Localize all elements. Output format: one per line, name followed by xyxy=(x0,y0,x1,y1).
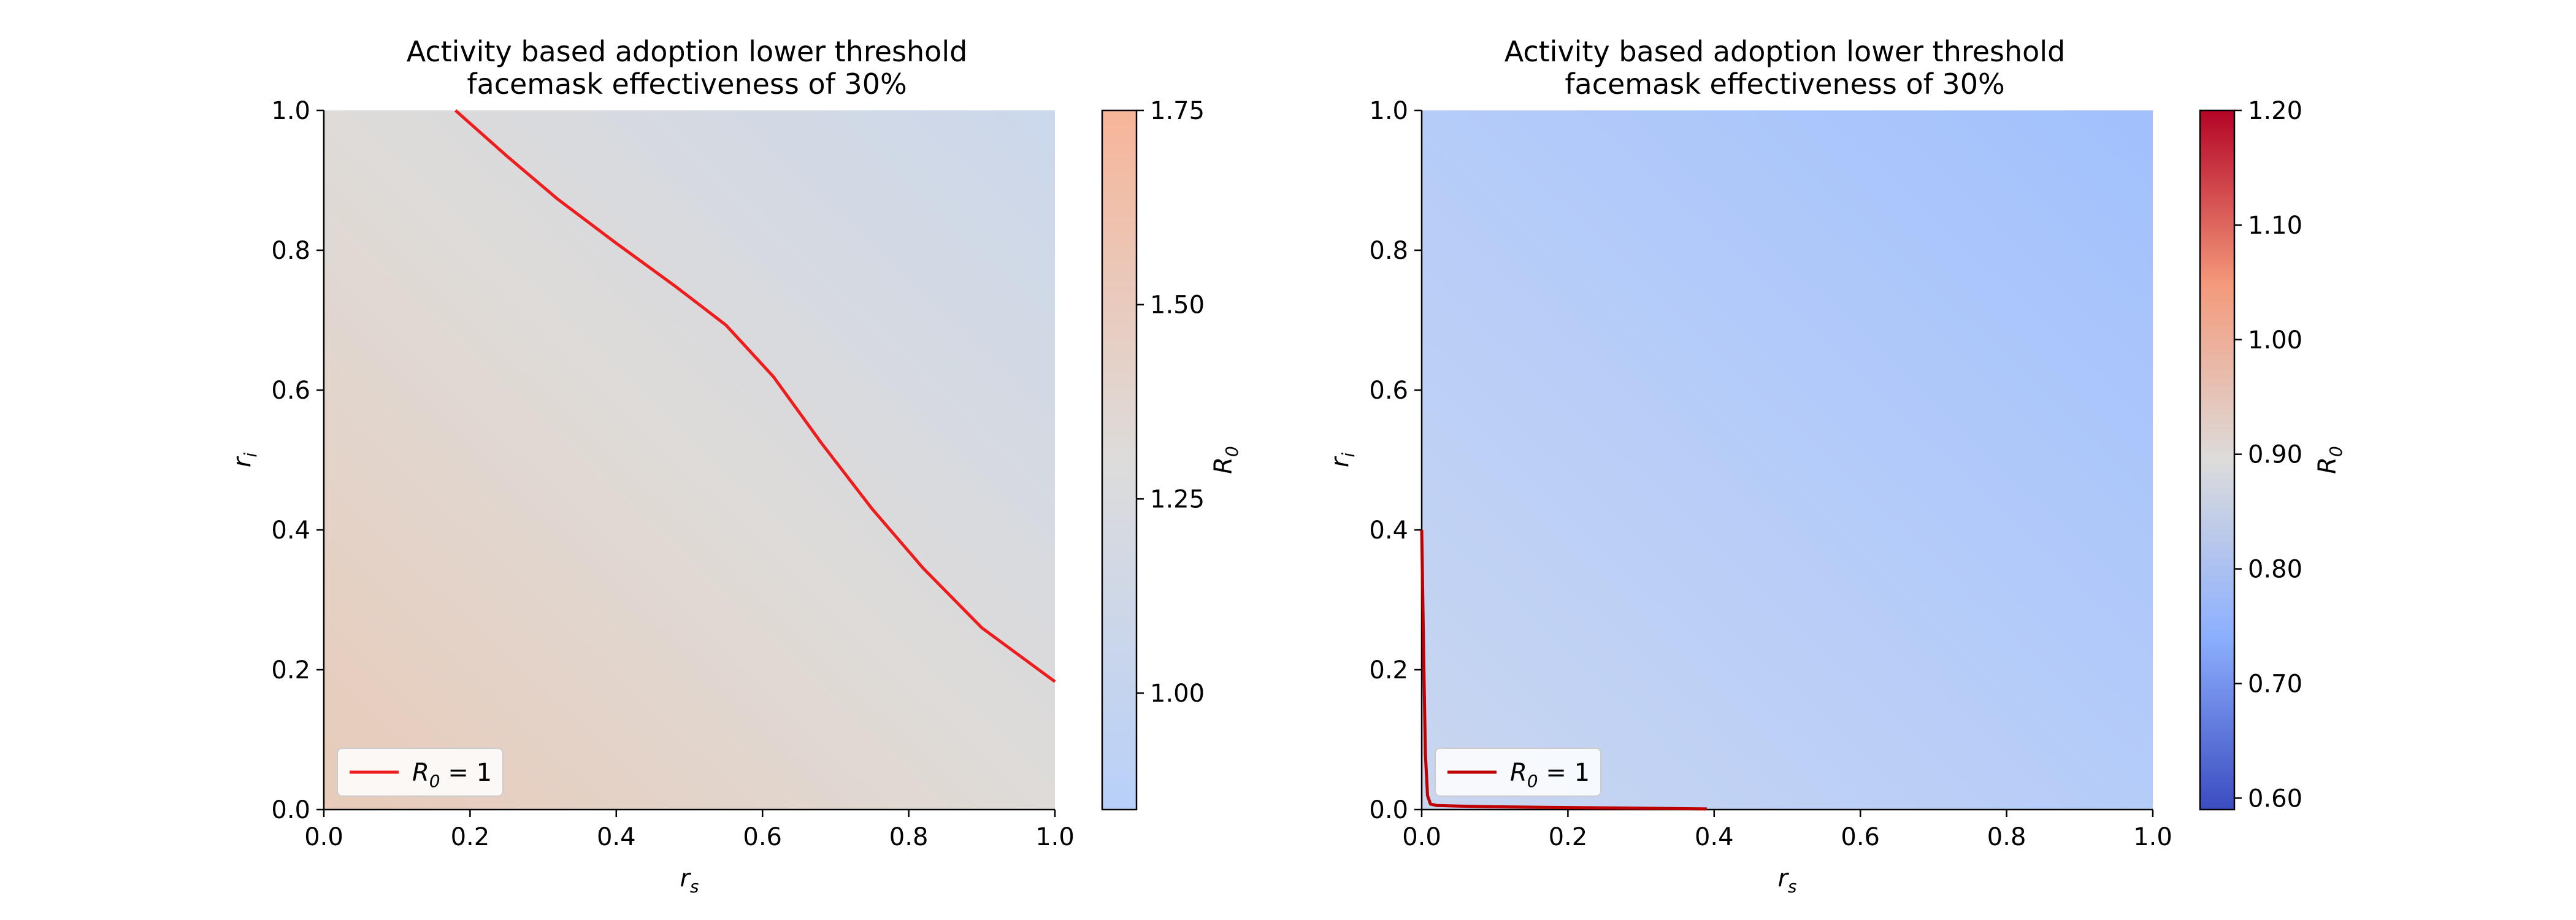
legend-label-sub: 0 xyxy=(1527,771,1538,791)
colorbar-tick-label: 1.00 xyxy=(2248,326,2302,355)
chart-2: Activity based adoption lower threshold … xyxy=(1326,35,2346,897)
y-axis-label: ri xyxy=(228,453,261,467)
colorbar-tick-label: 0.80 xyxy=(2248,556,2302,584)
heatmap-field xyxy=(324,110,1055,810)
colorbar-tick-label: 0.70 xyxy=(2248,670,2302,698)
y-tick-label: 0.0 xyxy=(271,796,310,824)
y-tick-label: 0.8 xyxy=(1369,237,1408,265)
colorbar-label-main: R xyxy=(1209,457,1238,474)
series-line-r0-equals-1 xyxy=(454,109,1056,683)
chart-2-colorbar: 0.60 0.70 0.80 0.90 1.00 1.10 1.20 R0 xyxy=(2199,97,2346,813)
x-axis-label: rs xyxy=(680,864,699,897)
x-tick-label: 0.4 xyxy=(597,823,636,851)
chart-2-title: Activity based adoption lower threshold xyxy=(1505,35,2066,68)
legend-label-main: R xyxy=(412,759,429,787)
x-axis-label-main: r xyxy=(1777,864,1789,892)
colorbar-label-main: R xyxy=(2313,457,2342,474)
x-axis-label-main: r xyxy=(680,864,691,892)
colorbar-tick-label: 1.10 xyxy=(2248,212,2302,240)
legend-label-sub: 0 xyxy=(429,771,440,791)
y-tick-label: 0.2 xyxy=(271,656,310,684)
colorbar-label: R0 xyxy=(1209,446,1242,474)
y-axis-label-main: r xyxy=(228,456,256,467)
chart-1-legend: R0 = 1 xyxy=(337,748,504,797)
x-tick-label: 1.0 xyxy=(1035,823,1075,851)
x-tick-label: 0.8 xyxy=(889,823,929,851)
colorbar-label-sub: 0 xyxy=(1222,446,1242,457)
colorbar-tick-label: 1.50 xyxy=(1150,291,1205,320)
colorbar-label-sub: 0 xyxy=(2326,446,2346,457)
colorbar-tick-label: 1.20 xyxy=(2248,97,2302,125)
legend-box xyxy=(1435,748,1601,797)
y-axis-label-sub: i xyxy=(240,453,261,458)
series-line-r0-equals-1 xyxy=(1420,529,1707,811)
colorbar-label: R0 xyxy=(2313,446,2346,474)
chart-1-subtitle: facemask effectiveness of 30% xyxy=(467,67,907,101)
legend-label-rest: = 1 xyxy=(1538,759,1590,787)
legend-label-rest: = 1 xyxy=(440,759,492,787)
y-tick-label: 0.4 xyxy=(1369,516,1408,545)
y-tick-label: 0.4 xyxy=(271,516,310,545)
x-axis-label-sub: s xyxy=(1788,876,1797,897)
chart-1-title: Activity based adoption lower threshold xyxy=(407,35,968,68)
y-tick-label: 0.0 xyxy=(1369,796,1408,824)
y-axis-label-main: r xyxy=(1326,456,1354,467)
y-tick-label: 1.0 xyxy=(271,97,310,125)
legend-box xyxy=(337,748,504,797)
colorbar-tick-label: 0.90 xyxy=(2248,441,2302,469)
y-tick-label: 0.2 xyxy=(1369,656,1408,684)
x-tick-label: 0.0 xyxy=(1402,823,1441,851)
y-tick-label: 0.6 xyxy=(1369,377,1408,405)
colorbar-scale xyxy=(1101,109,1138,811)
x-tick-label: 0.6 xyxy=(1841,823,1880,851)
x-tick-label: 0.0 xyxy=(304,823,343,851)
colorbar-tick-label: 0.60 xyxy=(2248,784,2302,813)
y-tick-label: 1.0 xyxy=(1369,97,1408,125)
chart-2-subtitle: facemask effectiveness of 30% xyxy=(1565,67,2004,101)
legend-label-main: R xyxy=(1510,759,1527,787)
x-tick-label: 1.0 xyxy=(2133,823,2172,851)
x-tick-label: 0.2 xyxy=(1549,823,1588,851)
x-axis-label: rs xyxy=(1777,864,1796,897)
y-tick-label: 0.8 xyxy=(271,237,310,265)
y-axis-label-sub: i xyxy=(1338,453,1359,458)
y-axis-label: ri xyxy=(1326,453,1359,467)
legend-label: R0 = 1 xyxy=(412,759,492,791)
x-tick-label: 0.6 xyxy=(743,823,782,851)
chart-1-colorbar: 1.00 1.25 1.50 1.75 R0 xyxy=(1101,97,1242,811)
chart-2-legend: R0 = 1 xyxy=(1435,748,1601,797)
legend-label: R0 = 1 xyxy=(1510,759,1590,791)
colorbar-tick-label: 1.75 xyxy=(1150,97,1205,125)
x-tick-label: 0.4 xyxy=(1695,823,1734,851)
colorbar-tick-label: 1.00 xyxy=(1150,680,1205,708)
heatmap-field xyxy=(1422,110,2153,810)
x-tick-label: 0.8 xyxy=(1987,823,2026,851)
colorbar-scale xyxy=(2199,109,2236,811)
chart-1: Activity based adoption lower threshold … xyxy=(228,35,1242,897)
colorbar-tick-label: 1.25 xyxy=(1150,485,1205,513)
y-tick-label: 0.6 xyxy=(271,377,310,405)
x-axis-label-sub: s xyxy=(690,876,699,897)
x-tick-label: 0.2 xyxy=(451,823,490,851)
